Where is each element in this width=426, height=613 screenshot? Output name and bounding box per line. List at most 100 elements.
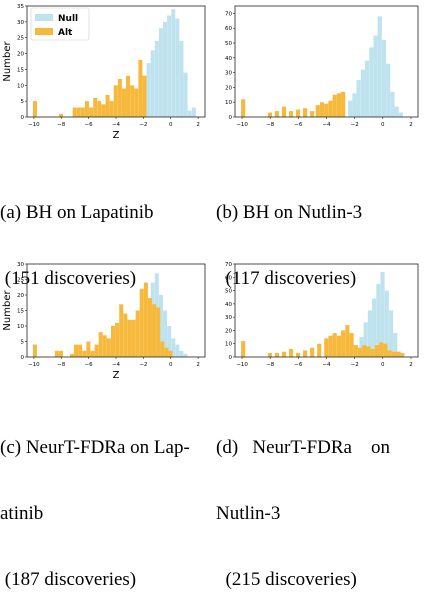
y-tick-label-4: 20 [17,293,24,299]
bar-null-2 [367,310,372,357]
bar-null-3 [372,298,377,357]
caption-b: (b) BH on Nutlin-3 (117 discoveries) [216,158,362,312]
bar-null-9 [175,18,180,117]
bar-alt-13 [117,78,122,117]
bar-alt-19 [142,75,147,117]
caption-c: (c) NeurT-FDRa on Lap- atinib (187 disco… [0,393,190,613]
bar-alt-9 [94,344,99,357]
x-tick-label-2: −6 [85,122,94,128]
bar-alt-25 [160,341,165,357]
bar-null-8 [183,353,188,357]
bar-alt-20 [370,349,375,357]
bar-alt-1 [267,112,273,117]
bar-alt-8 [315,105,320,117]
bar-null-1 [352,93,357,117]
bar-alt-7 [86,341,91,357]
y-tick-label-1: 10 [225,342,232,348]
legend-swatch-alt [35,28,53,35]
bar-null-10 [179,40,184,117]
bar-null-7 [388,310,394,357]
bar-null-5 [158,28,163,118]
y-tick-label-3: 15 [17,67,24,73]
bar-null-5 [380,271,385,357]
caption-d-line2: Nutlin-3 [216,503,281,524]
x-axis-label: Z [113,370,120,381]
bar-alt-15 [126,75,131,117]
bar-null-6 [373,35,378,117]
bar-alt-26 [164,347,169,357]
panel-a: −10 −8 −6 −4 −2 0 2 0 5 10 15 20 25 30 35 Z Number Null Al… [0,0,213,141]
bar-alt-24 [156,307,161,357]
bar-alt-7 [310,347,315,357]
bar-alt-3 [76,107,81,117]
x-tick-label-3: −4 [112,122,121,128]
y-tick-label-7: 70 [225,262,232,268]
bar-null-3 [150,50,155,117]
x-tick-label-0: −10 [28,362,40,368]
y-tick-label-5: 50 [225,289,232,295]
bar-alt-8 [317,343,322,357]
bar-alt-27 [168,350,173,357]
bar-alt-12 [336,335,341,357]
bar-alt-3 [69,353,74,357]
x-tick-label-6: 2 [196,362,200,368]
bar-alt-17 [127,319,132,357]
bar-alt-12 [106,338,111,357]
bar-alt-6 [89,107,94,117]
bar-alt-6 [303,350,308,357]
bar-null-4 [365,60,370,117]
bar-alt-13 [336,93,341,117]
y-axis-label: Number [2,290,13,331]
y-tick-label-6: 60 [225,275,232,281]
y-tick-label-2: 20 [225,85,232,91]
caption-d-line3: (215 discoveries) [216,569,357,590]
bar-alt-5 [296,109,301,117]
bar-null-6 [175,344,180,357]
x-tick-label-4: −2 [351,122,359,128]
bar-alt-19 [135,310,140,357]
legend: Null Alt [30,7,90,41]
bar-alt-2 [58,350,63,357]
bar-alt-13 [111,326,116,357]
bar-alt-26 [395,351,401,357]
bar-alt-8 [97,101,102,117]
bar-alt-9 [319,102,325,117]
bar-null-0 [359,337,364,357]
y-tick-label-6: 60 [225,26,232,32]
bar-null-8 [393,333,398,357]
x-tick-label-6: 2 [409,122,413,128]
y-tick-label-1: 5 [21,99,25,105]
bar-alt-7 [310,111,315,117]
bar-alt-24 [387,350,392,357]
bar-null-8 [171,9,176,118]
caption-a-line1: (a) BH on Lapatinib [0,202,154,223]
bar-null-12 [187,110,192,117]
bar-alt-5 [84,101,90,117]
bar-alt-0 [32,101,37,117]
bar-alt-4 [74,344,79,357]
bar-alt-16 [123,313,128,357]
x-tick-label-0: −10 [236,362,248,368]
bar-alt-19 [366,346,371,357]
caption-c-line2: atinib [0,503,44,524]
bar-null-11 [183,72,188,117]
caption-a-line2: (151 discoveries) [0,268,137,289]
x-tick-label-2: −6 [85,362,94,368]
y-tick-label-3: 30 [225,315,232,321]
bar-alt-11 [109,101,114,117]
bar-alt-25 [391,351,396,357]
x-tick-label-4: −2 [139,362,147,368]
bar-alt-22 [147,298,152,357]
bar-alt-14 [121,88,126,117]
x-tick-label-2: −6 [294,122,303,128]
bar-alt-18 [138,59,143,117]
y-tick-label-1: 5 [21,340,25,346]
x-tick-label-4: −2 [139,122,147,128]
bar-alt-5 [78,344,83,357]
bar-null-4 [154,40,159,117]
bar-alt-12 [332,94,337,117]
caption-c-line3: (187 discoveries) [0,569,137,590]
y-tick-label-2: 20 [225,328,232,334]
bar-null-7 [179,350,184,357]
